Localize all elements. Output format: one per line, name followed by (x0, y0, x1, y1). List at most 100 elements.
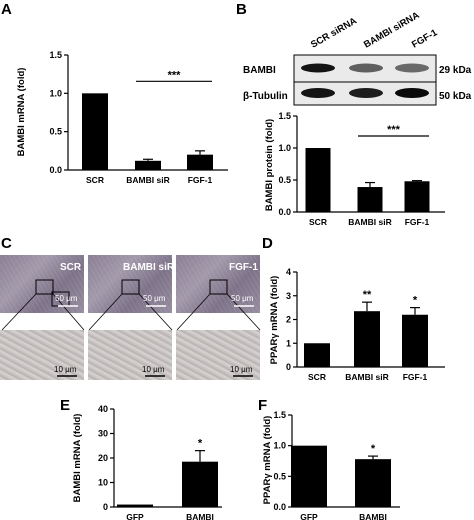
y-tick-label: 1.0 (273, 441, 286, 451)
x-tick-label: SCR (86, 175, 104, 185)
micrograph-high-mag (0, 330, 84, 380)
y-tick-label: 0.5 (49, 127, 62, 137)
y-tick-label: 0.0 (278, 207, 291, 217)
blot-band (349, 63, 383, 73)
blot-row-label: BAMBI (243, 65, 276, 76)
x-tick-label: GFP (300, 512, 318, 520)
scale-bar-label: 10 μm (230, 365, 253, 374)
bar (135, 160, 161, 170)
y-tick-label: 40 (98, 404, 108, 414)
chart-e: 0 10 20 30 40 BAMBI mRNA (fold) GFP * BAMBI (72, 404, 222, 520)
micrograph-high-mag (88, 330, 172, 380)
bar (291, 445, 327, 507)
micrograph-high-mag (176, 330, 260, 380)
x-tick-label: FGF-1 (188, 175, 213, 185)
y-tick-label: 2 (286, 315, 291, 325)
panel-label-e: E (60, 397, 70, 414)
zoom-line (52, 293, 85, 331)
x-tick-label: BAMBI (186, 512, 214, 520)
bar (187, 154, 213, 170)
y-tick-label: 10 (98, 478, 108, 488)
blot-band (395, 63, 429, 73)
blot-band (301, 63, 335, 73)
y-tick-label: 1.0 (278, 143, 291, 153)
x-tick-label: FGF-1 (405, 217, 430, 227)
x-tick-label: BAMBI (359, 512, 387, 520)
y-tick-label: 0.0 (273, 502, 286, 512)
panel-label-a: A (1, 1, 12, 18)
x-tick-label: SCR (308, 372, 326, 382)
significance-star: * (413, 295, 418, 307)
zoom-box (209, 279, 228, 295)
x-tick-label: BAMBI siR (345, 372, 388, 382)
blot-lane-label: SCR siRNA (309, 15, 359, 50)
micrograph-low-mag (0, 255, 84, 313)
y-axis-label: PPARγ mRNA (fold) (262, 416, 273, 505)
western-blot: SCR siRNA BAMBI siRNA FGF-1 BAMBI β-Tubu… (243, 10, 472, 106)
zoom-box (121, 279, 140, 295)
bar (117, 504, 153, 507)
y-tick-label: 1 (286, 338, 291, 348)
x-tick-label: GFP (126, 512, 144, 520)
scale-bar-label: 50 μm (55, 294, 78, 303)
chart-a: 0.0 0.5 1.0 1.5 BAMBI mRNA (fold) SCR BAMBI si… (16, 50, 228, 185)
blot-size-label: 29 kDa (439, 65, 472, 76)
scale-bar-label: 10 μm (54, 365, 77, 374)
significance-star: * (371, 443, 376, 455)
bar (357, 187, 383, 212)
y-tick-label: 0 (286, 362, 291, 372)
bar (305, 148, 331, 212)
y-tick-label: 0.5 (278, 175, 291, 185)
y-axis-label: BAMBI protein (fold) (264, 119, 275, 211)
y-tick-label: 1.5 (278, 111, 291, 121)
y-tick-label: 20 (98, 453, 108, 463)
y-axis-label: BAMBI mRNA (fold) (72, 414, 83, 503)
panel-label-c: C (1, 235, 12, 252)
x-tick-label: BAMBI siR (348, 217, 391, 227)
bar (82, 93, 108, 170)
panel-label-b: B (236, 1, 247, 18)
micrograph-low-mag (88, 255, 172, 313)
significance-stars: *** (168, 69, 182, 81)
y-axis-label: BAMBI mRNA (fold) (16, 68, 27, 157)
significance-stars: *** (387, 124, 401, 136)
micrograph-label: BAMBI siR (123, 262, 175, 273)
y-tick-label: 1.5 (273, 410, 286, 420)
significance-star: ** (363, 289, 372, 301)
scale-bar-label: 10 μm (142, 365, 165, 374)
y-tick-label: 0.5 (273, 471, 286, 481)
y-tick-label: 4 (286, 267, 291, 277)
x-tick-label: FGF-1 (403, 372, 428, 382)
blot-row-label: β-Tubulin (243, 91, 288, 102)
zoom-line (176, 293, 211, 331)
zoom-line (226, 293, 261, 331)
chart-d: 0 1 2 3 4 PPARγ mRNA (fold) SCR ** BAMBI siR * FGF… (269, 267, 445, 382)
blot-band (395, 88, 429, 98)
blot-band (349, 88, 383, 98)
micrograph-label: SCR (60, 262, 82, 273)
x-tick-label: BAMBI siR (126, 175, 169, 185)
y-tick-label: 1.0 (49, 88, 62, 98)
micrograph-label: FGF-1 (229, 262, 258, 273)
y-tick-label: 0 (103, 502, 108, 512)
panel-label-f: F (258, 397, 267, 414)
bar (354, 311, 380, 367)
micrograph-low-mag (176, 255, 260, 313)
blot-lane-label: FGF-1 (410, 27, 440, 51)
bar (304, 343, 330, 367)
y-tick-label: 1.5 (49, 50, 62, 60)
significance-star: * (198, 438, 203, 450)
scale-bar-label: 50 μm (143, 294, 166, 303)
y-tick-label: 0.0 (49, 165, 62, 175)
bar (402, 314, 428, 367)
zoom-line (88, 293, 123, 331)
bar (182, 461, 218, 507)
y-axis-label: PPARγ mRNA (fold) (269, 276, 280, 365)
panel-label-d: D (262, 235, 273, 252)
bar (355, 459, 391, 507)
y-tick-label: 30 (98, 429, 108, 439)
scale-bar-label: 50 μm (231, 294, 254, 303)
zoom-box (35, 279, 54, 295)
